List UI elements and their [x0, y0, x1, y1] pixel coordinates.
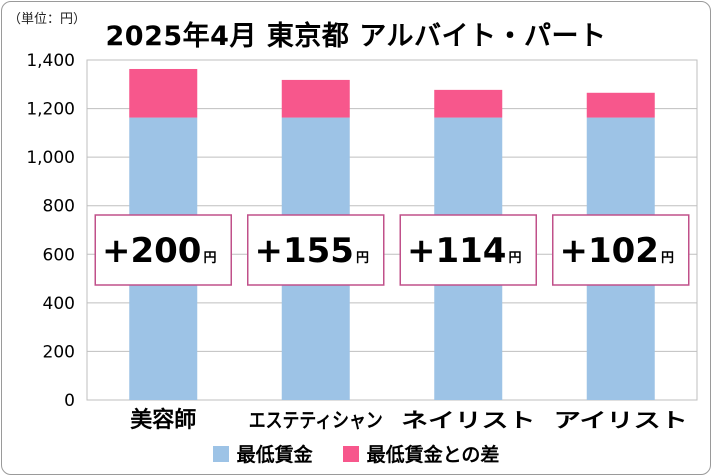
y-tick-label: 1,000	[26, 148, 75, 168]
legend-label-difference: 最低賃金との差	[366, 444, 500, 466]
y-tick-label: 800	[43, 197, 75, 217]
chart-title: 2025年4月 東京都 アルバイト・パート	[105, 21, 607, 52]
unit-label: （単位：円）	[8, 12, 87, 27]
legend: 最低賃金 最低賃金との差	[0, 440, 712, 467]
data-label-box	[94, 214, 232, 286]
y-tick-label: 600	[43, 245, 75, 265]
data-label-box	[399, 214, 537, 286]
data-label: +114 円	[407, 231, 521, 271]
bar-difference	[129, 68, 198, 118]
legend-swatch-difference	[342, 445, 359, 462]
bar-difference	[586, 92, 655, 118]
y-tick-label: 400	[43, 294, 75, 314]
bar-difference	[434, 89, 503, 118]
y-tick-label: 1,200	[26, 100, 75, 120]
x-tick-label: ネイリスト	[401, 408, 535, 432]
data-label-box	[552, 214, 690, 286]
bar-difference	[281, 79, 350, 118]
y-tick-label: 200	[43, 342, 75, 362]
data-label-box	[247, 214, 385, 286]
data-label: +200 円	[102, 231, 216, 271]
legend-label-minimum-wage: 最低賃金	[236, 444, 313, 466]
x-tick-label: エステティシャン	[249, 408, 383, 432]
y-tick-label: 1,400	[26, 51, 75, 71]
legend-item-minimum-wage: 最低賃金	[212, 440, 313, 467]
y-tick-label: 0	[64, 391, 75, 411]
x-tick-label: アイリスト	[554, 408, 688, 432]
x-tick-label: 美容師	[130, 407, 196, 433]
data-label: +102 円	[560, 231, 674, 271]
plot-area	[86, 59, 698, 401]
data-label: +155 円	[255, 231, 369, 271]
legend-swatch-minimum-wage	[212, 445, 229, 462]
legend-item-difference: 最低賃金との差	[342, 440, 500, 467]
